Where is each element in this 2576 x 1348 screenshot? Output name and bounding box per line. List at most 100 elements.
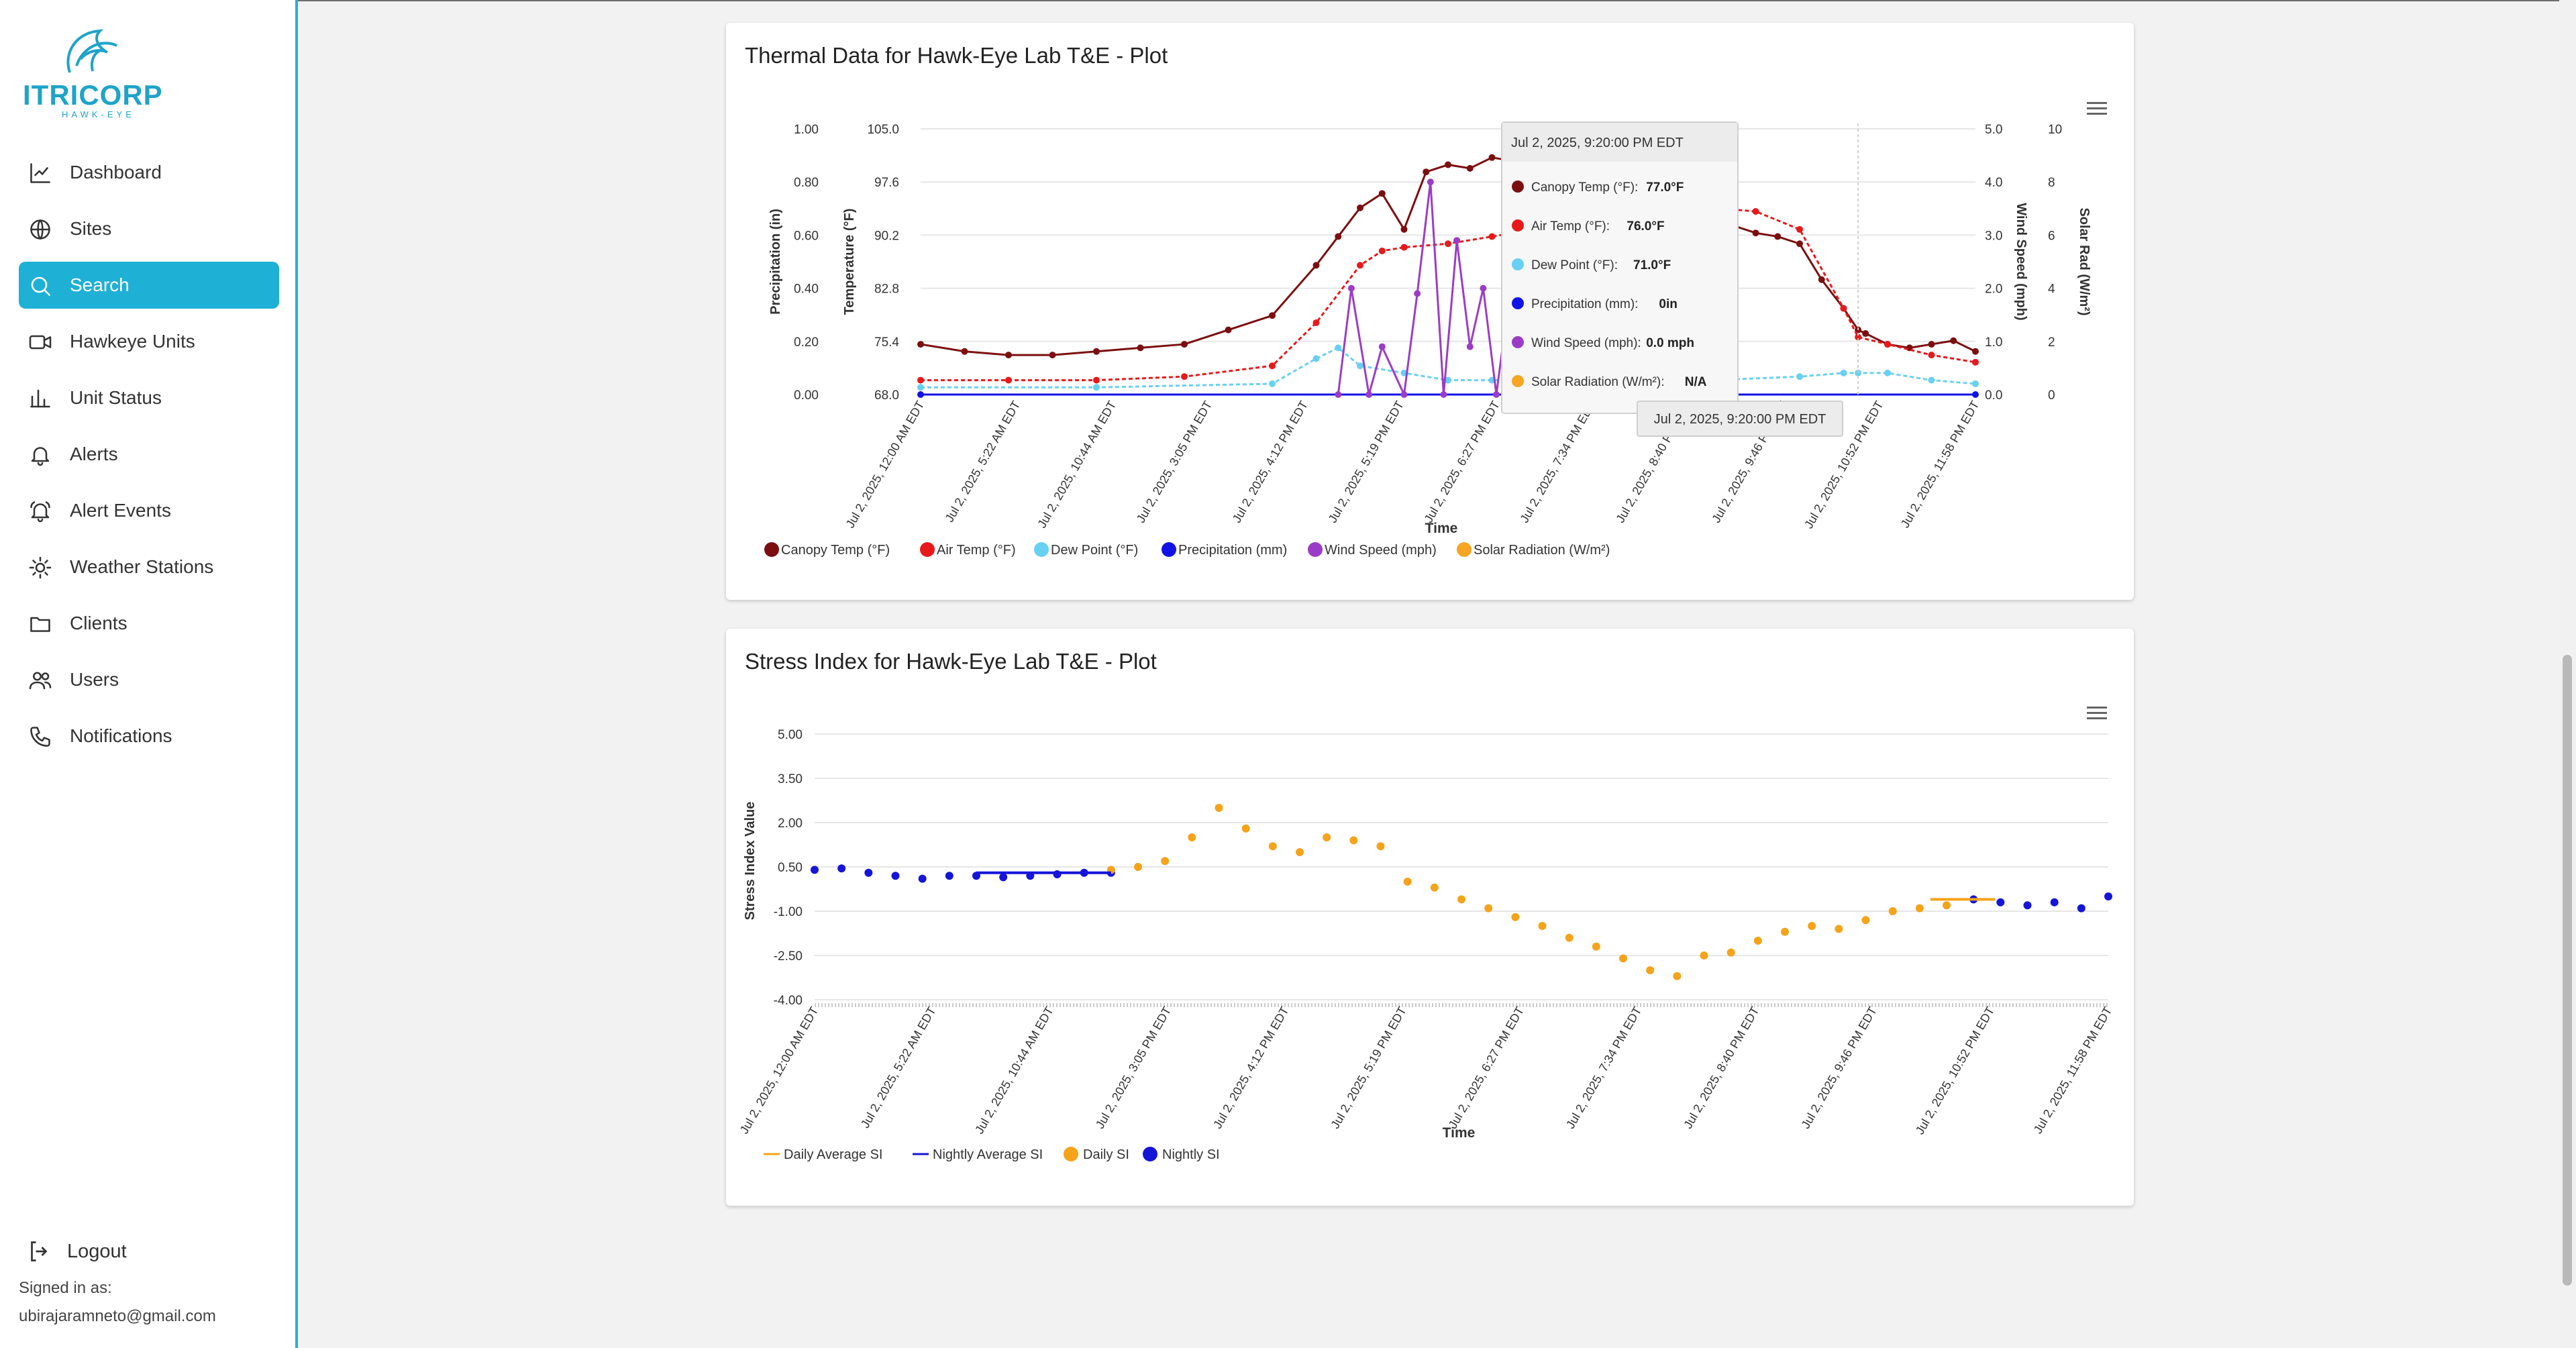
- globe-icon: [30, 219, 50, 240]
- tooltip-value: 77.0°F: [1646, 180, 1684, 195]
- scrollbar-thumb[interactable]: [2563, 655, 2572, 1286]
- sidebar-item-notifications[interactable]: Notifications: [19, 713, 279, 760]
- tooltip-marker: [1512, 297, 1524, 309]
- phone-icon: [30, 727, 50, 747]
- tooltip-label: Wind Speed (mph):: [1531, 336, 1641, 350]
- data-point: [1753, 937, 1762, 945]
- y-tick-wind: 2.0: [1985, 282, 2002, 297]
- data-point: [1440, 391, 1447, 398]
- data-point: [1181, 341, 1188, 348]
- data-point: [1592, 942, 1600, 951]
- tooltip-value: 0.0 mph: [1646, 336, 1694, 350]
- thermal-chart-title: Thermal Data for Hawk-Eye Lab T&E - Plot: [745, 43, 1168, 68]
- bell-ring-icon: [30, 501, 50, 523]
- logout-icon: [31, 1241, 48, 1261]
- data-point: [1488, 233, 1496, 240]
- data-point: [1188, 833, 1196, 841]
- data-point: [1972, 380, 1979, 387]
- data-point: [1376, 842, 1385, 851]
- data-point: [1840, 369, 1847, 376]
- data-point: [1357, 262, 1363, 269]
- data-point: [1466, 164, 1474, 172]
- sidebar-item-label: Sites: [70, 218, 112, 239]
- data-point: [1796, 240, 1803, 248]
- sidebar-item-label: Notifications: [70, 725, 172, 746]
- y-tick-label: 2.00: [778, 817, 803, 831]
- data-point: [2023, 901, 2032, 910]
- data-point: [999, 873, 1008, 882]
- tooltip-marker: [1512, 375, 1524, 387]
- y-tick-temp: 68.0: [874, 388, 899, 403]
- tooltip-marker: [1512, 336, 1524, 348]
- thermal-chart: 1.00 105.0 5.0 100.80 97.6 4.0 80.60 90.2 3.0 60.…: [764, 121, 2092, 558]
- y-tick-wind: 1.0: [1985, 335, 2002, 350]
- y-tick-precip: 0.40: [794, 282, 819, 297]
- data-point: [1972, 358, 1979, 366]
- tooltip-label: Solar Radiation (W/m²):: [1531, 375, 1665, 389]
- sidebar-item-clients[interactable]: Clients: [19, 600, 279, 647]
- logout-button[interactable]: Logout: [19, 1228, 220, 1275]
- x-tick-label: Jul 2, 2025, 7:34 PM EDT: [1517, 399, 1598, 525]
- chart-menu-icon[interactable]: [2087, 705, 2107, 721]
- sidebar-item-search[interactable]: Search: [19, 262, 279, 309]
- data-point: [917, 384, 924, 391]
- y-tick-precip: 0.20: [794, 335, 819, 350]
- sidebar-item-hawkeye-units[interactable]: Hawkeye Units: [19, 318, 279, 365]
- sidebar-item-unit-status[interactable]: Unit Status: [19, 374, 279, 421]
- chart-menu-icon[interactable]: [2087, 101, 2107, 117]
- x-tick-label: Jul 2, 2025, 10:52 PM EDT: [1913, 1004, 1997, 1137]
- data-point: [1928, 376, 1935, 384]
- data-point: [1093, 376, 1100, 384]
- y-tick-precip: 0.80: [794, 176, 819, 190]
- y-tick-wind: 5.0: [1985, 123, 2002, 137]
- sidebar-item-label: Weather Stations: [70, 556, 214, 577]
- data-point: [1005, 376, 1012, 384]
- data-point: [1950, 337, 1957, 344]
- sidebar-item-weather-stations[interactable]: Weather Stations: [19, 543, 279, 590]
- data-point: [1423, 168, 1430, 176]
- data-point: [917, 391, 924, 398]
- legend-label: Nightly Average SI: [933, 1147, 1043, 1162]
- x-tick-label: Jul 2, 2025, 11:58 PM EDT: [1898, 399, 1982, 530]
- sidebar-item-dashboard[interactable]: Dashboard: [19, 149, 279, 196]
- data-point: [1884, 341, 1891, 348]
- brand-subtitle: HAWK-EYE: [62, 109, 135, 119]
- data-point: [1400, 225, 1408, 233]
- y-tick-solar: 4: [2048, 282, 2055, 297]
- data-point: [2050, 898, 2059, 906]
- data-point: [945, 872, 954, 880]
- data-point: [1241, 824, 1250, 833]
- legend-marker: [1162, 542, 1176, 557]
- data-point: [1538, 922, 1547, 930]
- data-point: [1093, 384, 1100, 391]
- data-point: [1928, 352, 1935, 359]
- data-point: [2077, 904, 2085, 913]
- tooltip-marker: [1512, 180, 1524, 193]
- data-point: [961, 348, 968, 355]
- data-point: [1727, 948, 1735, 957]
- tooltip-box: [1501, 121, 1739, 414]
- sidebar-item-users[interactable]: Users: [19, 656, 279, 703]
- stress-chart-title: Stress Index for Hawk-Eye Lab T&E - Plot: [745, 649, 1157, 674]
- data-point: [1888, 907, 1897, 915]
- sidebar-item-alert-events[interactable]: Alert Events: [19, 487, 279, 534]
- data-point: [1181, 373, 1188, 380]
- data-point: [1366, 391, 1373, 398]
- sidebar-item-alerts[interactable]: Alerts: [19, 431, 279, 478]
- y-tick-solar: 2: [2048, 335, 2055, 350]
- data-point: [917, 376, 924, 384]
- y-axis-wind-title: Wind Speed (mph): [2014, 203, 2028, 320]
- data-point: [1796, 225, 1803, 233]
- legend-label: Solar Radiation (W/m²): [1474, 543, 1610, 558]
- tooltip-value: 0in: [1659, 297, 1677, 311]
- video-camera-icon: [29, 335, 52, 350]
- x-tick-label: Jul 2, 2025, 5:19 PM EDT: [1326, 399, 1406, 525]
- sidebar-item-sites[interactable]: Sites: [19, 205, 279, 252]
- data-point: [1357, 362, 1363, 370]
- legend-marker: [1143, 1147, 1157, 1161]
- data-point: [1430, 883, 1439, 892]
- legend-marker: [920, 542, 935, 557]
- user-email: ubirajaramneto@gmail.com: [19, 1307, 216, 1325]
- data-point: [1646, 966, 1655, 974]
- y-tick-precip: 0.00: [794, 388, 819, 403]
